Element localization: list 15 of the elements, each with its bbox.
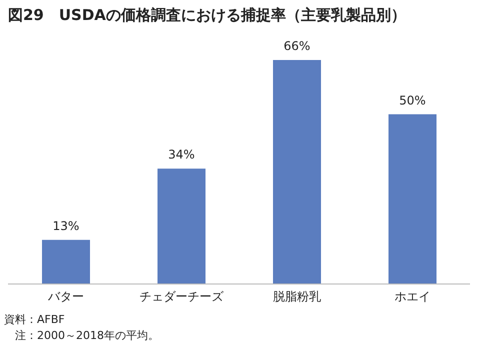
bar	[158, 168, 206, 284]
text: 注：2000～2018年の平均。	[14, 328, 159, 344]
data-label: 66%	[284, 39, 310, 53]
data-label: 50%	[399, 93, 426, 108]
data-label: 34%	[168, 148, 195, 162]
bar	[42, 240, 90, 284]
text: 資料：AFBF	[4, 312, 66, 328]
x-tick-label: 脱脂粉乳	[272, 290, 321, 304]
x-tick-label: ホエイ	[394, 290, 430, 304]
x-tick-label: チェダーチーズ	[139, 290, 224, 304]
x-tick-label: バター	[46, 290, 84, 304]
bar	[388, 114, 436, 284]
chart-title: 図29 USDAの価格調査における捕捉率（主要乳製品別）	[8, 6, 406, 25]
data-label: 13%	[52, 218, 80, 233]
bar	[273, 60, 321, 284]
